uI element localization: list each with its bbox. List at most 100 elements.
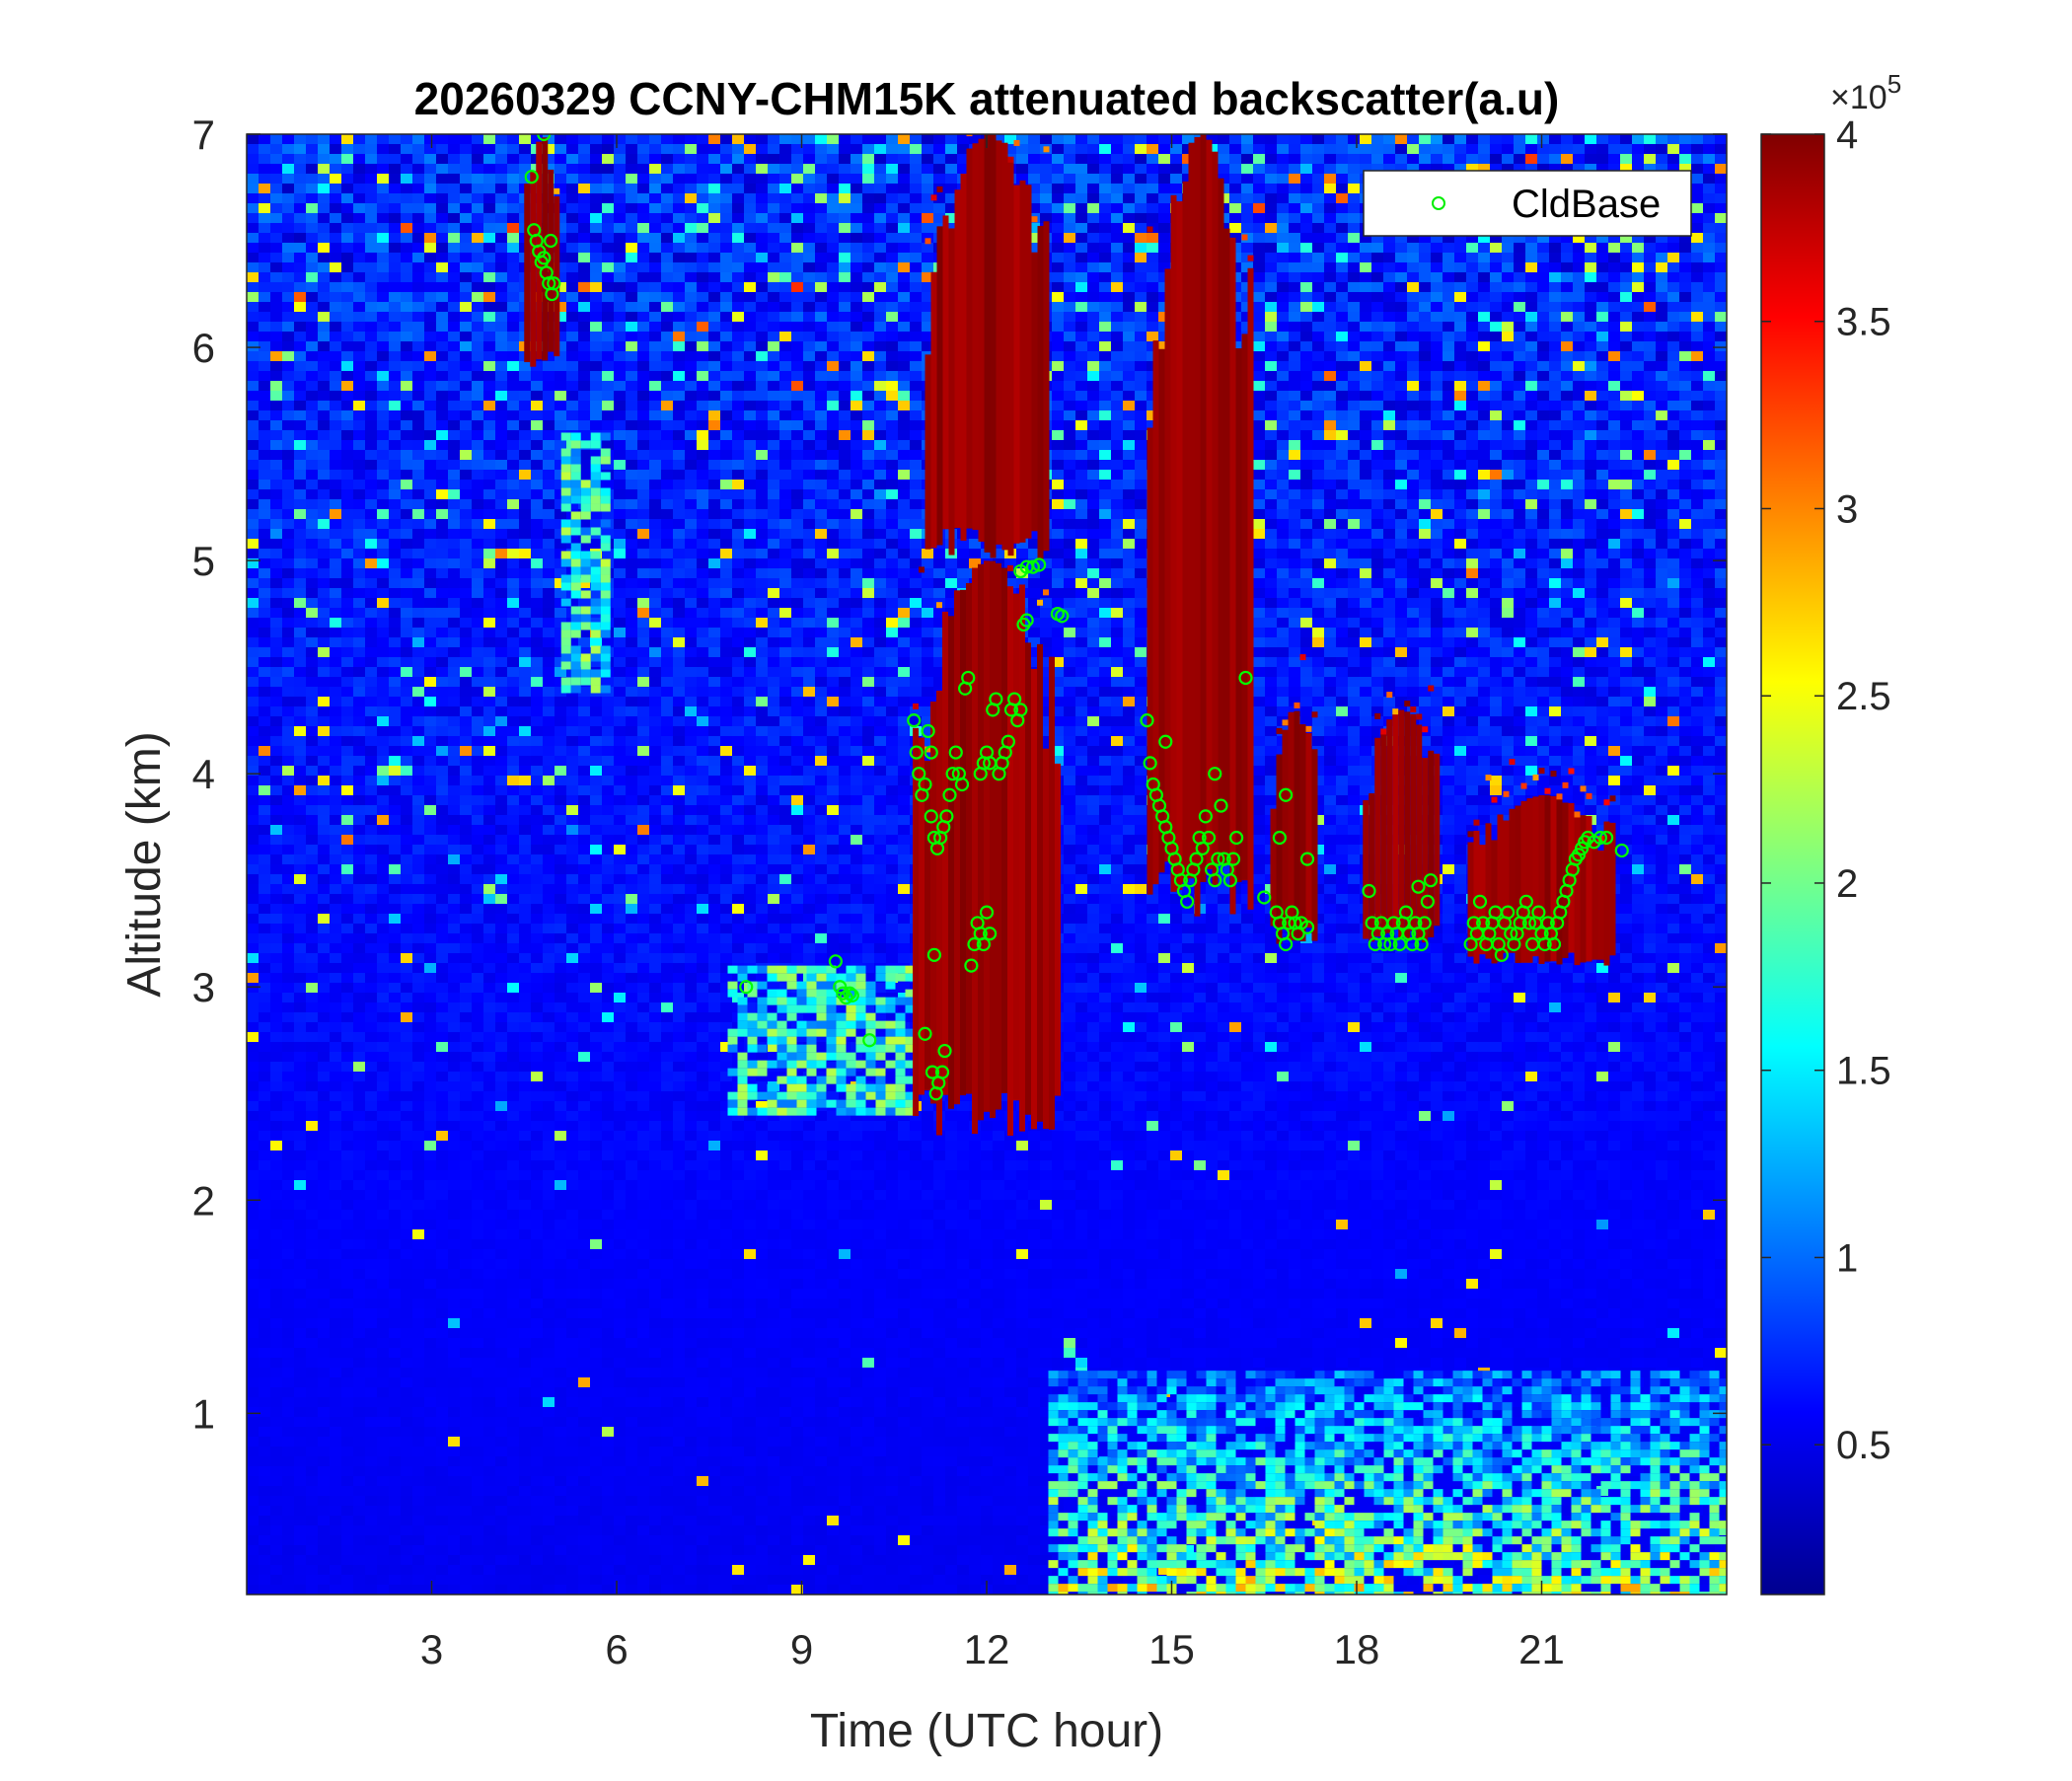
heatmap-cell: [732, 134, 744, 144]
heatmap-cell: [1075, 499, 1087, 509]
heatmap-cell: [1383, 480, 1395, 489]
heatmap-cell: [1348, 272, 1360, 282]
heatmap-cell: [318, 292, 330, 302]
heatmap-cell: [1289, 213, 1300, 223]
heatmap-cell: [306, 480, 318, 489]
heatmap-cell: [1395, 519, 1407, 529]
heatmap-cell: [886, 351, 898, 361]
heatmap-cell: [365, 174, 377, 184]
heatmap-cell: [578, 154, 590, 164]
heatmap-cell: [1147, 272, 1158, 282]
heatmap-cell: [448, 223, 460, 233]
heatmap-cell: [791, 480, 803, 489]
heatmap-cell: [839, 351, 851, 361]
heatmap-cell: [1300, 253, 1312, 262]
heatmap-cell: [531, 470, 543, 480]
heatmap-cell: [626, 361, 637, 371]
heatmap-cell: [306, 174, 318, 184]
heatmap-cell: [886, 450, 898, 460]
heatmap-cell: [626, 193, 637, 203]
heatmap-cell: [649, 193, 661, 203]
heatmap-cell: [1514, 460, 1525, 470]
heatmap-cell: [330, 391, 341, 401]
heatmap-cell: [614, 282, 626, 292]
heatmap-cell: [412, 134, 424, 144]
heatmap-cell: [1360, 282, 1371, 292]
heatmap-cell: [1170, 164, 1182, 174]
heatmap-cell: [1466, 361, 1478, 371]
heatmap-cell: [685, 430, 697, 440]
heatmap-cell: [898, 440, 910, 450]
heatmap-cell: [1419, 430, 1431, 440]
heatmap-cell: [1561, 332, 1573, 341]
heatmap-cell: [330, 193, 341, 203]
heatmap-cell: [1371, 440, 1383, 450]
heatmap-cell: [306, 371, 318, 381]
heatmap-cell: [1348, 253, 1360, 262]
heatmap-cell: [862, 174, 874, 184]
heatmap-cell: [791, 144, 803, 154]
heatmap-cell: [377, 450, 389, 460]
heatmap-cell: [697, 410, 708, 420]
heatmap-cell: [1419, 489, 1431, 499]
heatmap-cell: [1502, 361, 1514, 371]
heatmap-cell: [1052, 332, 1064, 341]
heatmap-cell: [1419, 292, 1431, 302]
heatmap-cell: [1596, 302, 1608, 312]
heatmap-cell: [389, 213, 401, 223]
heatmap-cell: [768, 292, 779, 302]
heatmap-cell: [1514, 519, 1525, 529]
heatmap-cell: [341, 322, 353, 332]
heatmap-cell: [1407, 460, 1419, 470]
heatmap-cell: [1324, 470, 1336, 480]
heatmap-cell: [365, 243, 377, 253]
heatmap-cell: [898, 223, 910, 233]
heatmap-cell: [341, 371, 353, 381]
heatmap-cell: [318, 243, 330, 253]
heatmap-cell: [851, 253, 862, 262]
heatmap-cell: [732, 460, 744, 470]
heatmap-cell: [330, 420, 341, 430]
heatmap-cell: [483, 272, 495, 282]
heatmap-cell: [1265, 489, 1277, 499]
heatmap-cell: [720, 272, 732, 282]
heatmap-cell: [1478, 361, 1490, 371]
heatmap-cell: [294, 401, 306, 410]
heatmap-cell: [1466, 164, 1478, 174]
heatmap-cell: [507, 499, 519, 509]
heatmap-cell: [1312, 193, 1324, 203]
heatmap-cell: [578, 164, 590, 174]
heatmap-cell: [1454, 144, 1466, 154]
heatmap-cell: [1419, 272, 1431, 282]
heatmap-cell: [1537, 292, 1549, 302]
heatmap-cell: [898, 243, 910, 253]
heatmap-cell: [1502, 282, 1514, 292]
heatmap-cell: [448, 361, 460, 371]
heatmap-cell: [626, 203, 637, 213]
heatmap-cell: [1300, 381, 1312, 391]
heatmap-cell: [1573, 391, 1585, 401]
heatmap-cell: [1075, 154, 1087, 164]
heatmap-cell: [318, 391, 330, 401]
heatmap-cell: [1371, 322, 1383, 332]
heatmap-cell: [1656, 332, 1667, 341]
heatmap-cell: [259, 509, 270, 519]
heatmap-cell: [1573, 341, 1585, 351]
heatmap-cell: [1514, 262, 1525, 272]
heatmap-cell: [448, 154, 460, 164]
heatmap-cell: [1644, 391, 1656, 401]
heatmap-cell: [341, 499, 353, 509]
heatmap-cell: [697, 184, 708, 193]
heatmap-cell: [460, 440, 472, 450]
heatmap-cell: [1300, 282, 1312, 292]
heatmap-cell: [1383, 440, 1395, 450]
heatmap-cell: [1147, 253, 1158, 262]
heatmap-cell: [803, 134, 815, 144]
heatmap-cell: [1656, 401, 1667, 410]
heatmap-cell: [744, 144, 756, 154]
heatmap-cell: [472, 292, 483, 302]
heatmap-cell: [318, 223, 330, 233]
heatmap-cell: [1715, 272, 1727, 282]
heatmap-cell: [1324, 351, 1336, 361]
heatmap-cell: [1596, 134, 1608, 144]
